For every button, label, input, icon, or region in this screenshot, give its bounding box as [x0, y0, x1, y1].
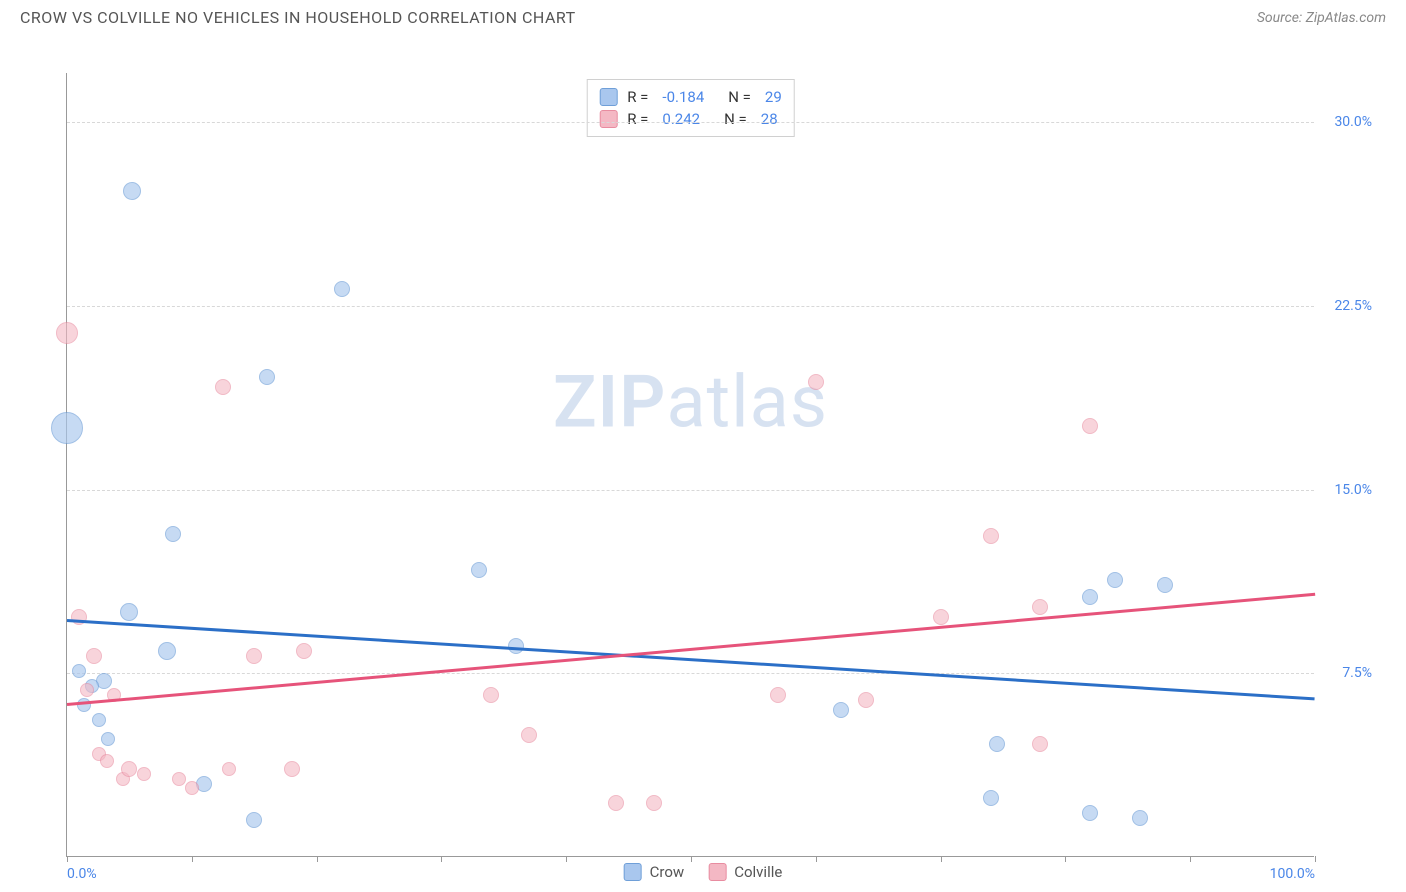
legend-swatch [624, 863, 642, 881]
data-point [1107, 572, 1123, 588]
x-tick [691, 856, 692, 862]
data-point [833, 702, 849, 718]
data-point [471, 562, 487, 578]
data-point [334, 281, 350, 297]
watermark-atlas: atlas [666, 359, 828, 444]
data-point [1157, 577, 1173, 593]
legend-stats-row: R = -0.184 N = 29 [599, 86, 782, 108]
legend-series: Crow Colville [624, 863, 783, 881]
data-point [92, 713, 106, 727]
data-point [770, 687, 786, 703]
plot-area: ZIPatlas R =-0.184N =29R =0.242N =28 7.5… [66, 73, 1314, 857]
data-point [123, 182, 141, 200]
gridline [67, 122, 1314, 123]
watermark-zip: ZIP [553, 359, 666, 444]
data-point [284, 761, 300, 777]
data-point [86, 648, 102, 664]
data-point [989, 736, 1005, 752]
x-tick [192, 856, 193, 862]
data-point [246, 648, 262, 664]
data-point [1132, 810, 1148, 826]
data-point [101, 732, 115, 746]
legend-swatch [599, 88, 617, 106]
data-point [858, 692, 874, 708]
y-tick-label: 22.5% [1334, 298, 1372, 314]
header: CROW VS COLVILLE NO VEHICLES IN HOUSEHOL… [0, 0, 1406, 33]
data-point [137, 767, 151, 781]
x-tick [941, 856, 942, 862]
n-label: N = [724, 110, 747, 128]
data-point [933, 609, 949, 625]
x-tick [441, 856, 442, 862]
source-prefix: Source: [1257, 10, 1306, 26]
n-label: N = [728, 88, 751, 106]
data-point [172, 772, 186, 786]
data-point [1082, 589, 1098, 605]
gridline [67, 306, 1314, 307]
data-point [521, 727, 537, 743]
data-point [100, 754, 114, 768]
data-point [222, 762, 236, 776]
legend-swatch [599, 110, 617, 128]
data-point [120, 603, 138, 621]
data-point [165, 526, 181, 542]
r-label: R = [627, 110, 648, 128]
data-point [1082, 805, 1098, 821]
data-point [51, 412, 83, 444]
data-point [983, 528, 999, 544]
legend-stats-row: R = 0.242 N = 28 [599, 108, 782, 130]
data-point [608, 795, 624, 811]
x-tick-label: 100.0% [1270, 866, 1315, 882]
data-point [808, 374, 824, 390]
x-tick [67, 856, 68, 862]
data-point [1032, 736, 1048, 752]
data-point [1082, 418, 1098, 434]
data-point [72, 664, 86, 678]
data-point [296, 643, 312, 659]
data-point [259, 369, 275, 385]
n-value: 28 [761, 110, 778, 128]
n-value: 29 [765, 88, 782, 106]
data-point [56, 322, 78, 344]
gridline [67, 673, 1314, 674]
data-point [80, 683, 94, 697]
y-tick-label: 7.5% [1342, 665, 1372, 681]
x-tick [816, 856, 817, 862]
legend-item: Crow [624, 863, 685, 881]
watermark: ZIPatlas [553, 359, 828, 444]
x-tick [1190, 856, 1191, 862]
data-point [1032, 599, 1048, 615]
legend-item: Colville [708, 863, 782, 881]
data-point [483, 687, 499, 703]
r-value: -0.184 [662, 88, 704, 106]
x-tick [1065, 856, 1066, 862]
legend-swatch [708, 863, 726, 881]
data-point [121, 761, 137, 777]
x-tick-label: 0.0% [67, 866, 97, 882]
gridline [67, 490, 1314, 491]
y-tick-label: 30.0% [1334, 114, 1372, 130]
data-point [158, 642, 176, 660]
source-name: ZipAtlas.com [1306, 10, 1386, 26]
legend-label: Colville [734, 863, 782, 881]
x-tick [566, 856, 567, 862]
x-tick [317, 856, 318, 862]
legend-stats: R = -0.184 N = 29 R = 0.242 N = 28 [586, 79, 795, 137]
data-point [215, 379, 231, 395]
data-point [185, 781, 199, 795]
legend-label: Crow [650, 863, 685, 881]
chart-title: CROW VS COLVILLE NO VEHICLES IN HOUSEHOL… [20, 8, 576, 27]
data-point [983, 790, 999, 806]
y-tick-label: 15.0% [1334, 482, 1372, 498]
data-point [246, 812, 262, 828]
source-attribution: Source: ZipAtlas.com [1257, 10, 1386, 26]
data-point [646, 795, 662, 811]
r-label: R = [627, 88, 648, 106]
x-tick [1315, 856, 1316, 862]
r-value: 0.242 [662, 110, 700, 128]
